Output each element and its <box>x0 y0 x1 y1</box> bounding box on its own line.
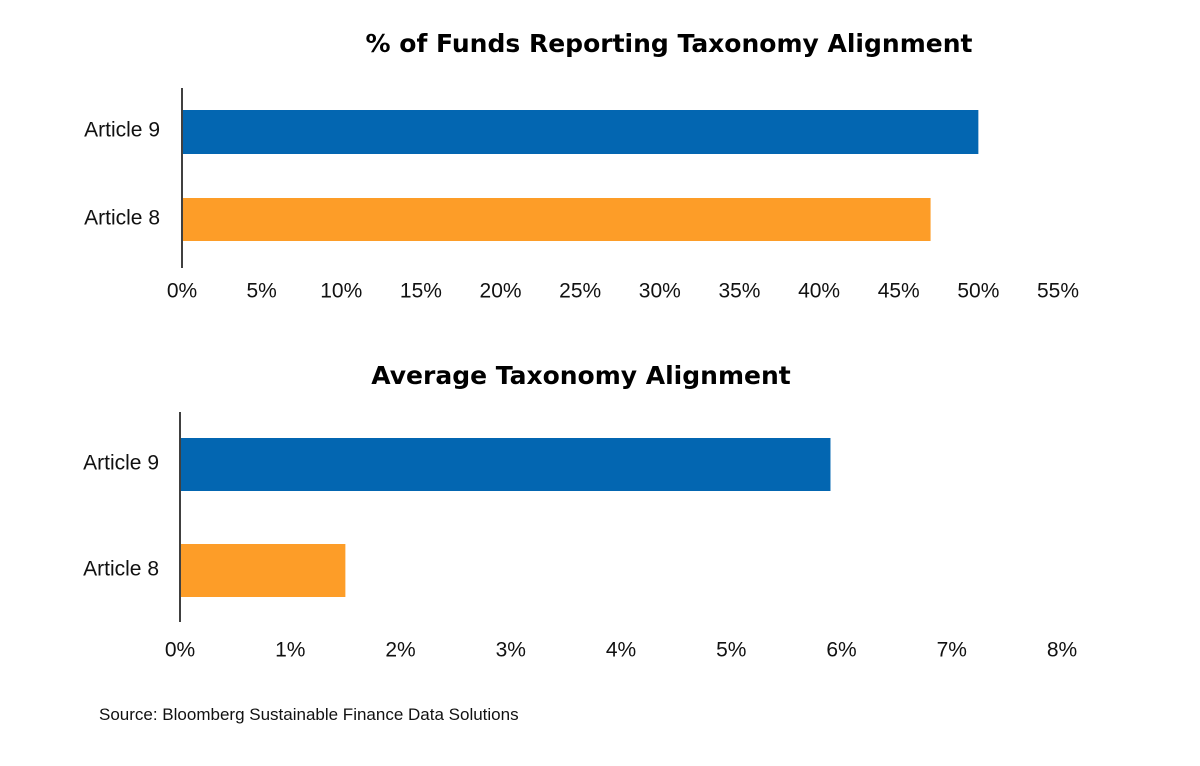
bar-article-8 <box>183 198 931 241</box>
chart-funds-reporting: % of Funds Reporting Taxonomy Alignment … <box>84 29 1079 303</box>
x-tick-label: 0% <box>165 639 195 662</box>
bar-article-9 <box>181 438 831 491</box>
chart-title: % of Funds Reporting Taxonomy Alignment <box>366 29 973 58</box>
chart-title: Average Taxonomy Alignment <box>371 361 790 390</box>
x-tick-label: 35% <box>718 280 760 303</box>
bar-article-9 <box>183 110 979 154</box>
x-tick-label: 8% <box>1047 639 1077 662</box>
bar-article-8 <box>181 544 346 597</box>
category-label: Article 8 <box>84 207 160 230</box>
x-tick-label: 55% <box>1037 280 1079 303</box>
x-tick-label: 20% <box>480 280 522 303</box>
x-tick-label: 45% <box>878 280 920 303</box>
x-tick-label: 5% <box>716 639 746 662</box>
category-label: Article 9 <box>84 119 160 142</box>
x-tick-label: 4% <box>606 639 636 662</box>
x-tick-label: 1% <box>275 639 305 662</box>
x-tick-label: 0% <box>167 280 197 303</box>
x-tick-label: 40% <box>798 280 840 303</box>
chart-average-alignment: Average Taxonomy Alignment Article 9 Arti… <box>83 361 1077 662</box>
x-tick-label: 3% <box>496 639 526 662</box>
x-tick-label: 15% <box>400 280 442 303</box>
x-tick-label: 6% <box>826 639 856 662</box>
category-label: Article 9 <box>83 452 159 475</box>
x-tick-label: 25% <box>559 280 601 303</box>
x-tick-label: 30% <box>639 280 681 303</box>
x-tick-label: 7% <box>937 639 967 662</box>
x-tick-label: 5% <box>246 280 276 303</box>
source-note: Source: Bloomberg Sustainable Finance Da… <box>99 705 519 724</box>
x-tick-label: 10% <box>320 280 362 303</box>
category-label: Article 8 <box>83 558 159 581</box>
x-tick-label: 50% <box>957 280 999 303</box>
x-tick-label: 2% <box>385 639 415 662</box>
